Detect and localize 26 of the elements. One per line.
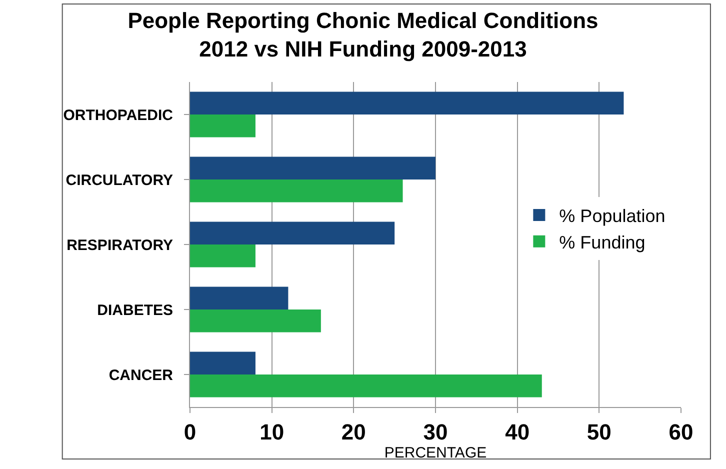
legend-label: % Population [559, 206, 666, 226]
x-tick-label: 10 [260, 419, 284, 444]
bar [190, 114, 256, 138]
y-tick-label: ORTHOPAEDIC [63, 106, 174, 124]
y-tick-label: CANCER [108, 366, 174, 384]
bar [190, 222, 395, 244]
x-tick-label: 20 [341, 419, 366, 444]
bar [190, 352, 256, 374]
y-tick-label: CIRCULATORY [66, 172, 173, 189]
x-axis-title: PERCENTAGE [384, 444, 487, 462]
x-tick-label: 0 [184, 419, 196, 444]
x-tick-label: 40 [505, 419, 530, 444]
bar [190, 92, 624, 114]
chart-title: People Reporting Chonic Medical Conditions 2012 vs NIH Funding 2009-2013 [128, 8, 598, 62]
bar [190, 310, 321, 332]
legend-label: % Funding [559, 232, 646, 252]
y-tick-label: DIABETES [97, 302, 173, 319]
bar [190, 180, 403, 202]
bar [190, 244, 256, 268]
x-tick-label: 30 [423, 419, 448, 444]
x-tick-label: 60 [668, 419, 694, 444]
y-tick-label: RESPIRATORY [66, 236, 173, 254]
bar [190, 156, 436, 180]
bar [190, 286, 288, 310]
bar [190, 374, 542, 398]
x-tick-label: 50 [586, 419, 612, 444]
